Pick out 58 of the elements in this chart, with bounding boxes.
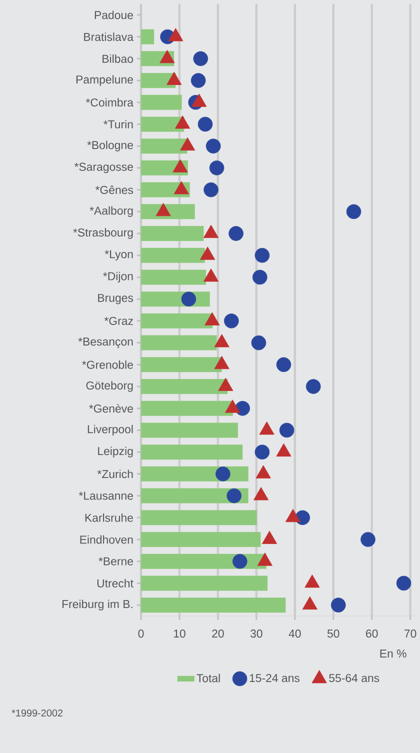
y-tick-label: Bruges	[98, 294, 134, 304]
bar	[141, 248, 205, 263]
x-tick-label: 10	[174, 630, 186, 638]
y-tick-label: *Grenoble	[82, 360, 133, 369]
x-tick-label: 50	[327, 630, 340, 638]
x-axis-title: En %	[380, 650, 406, 658]
bar	[141, 313, 213, 328]
y-tick-label: *Turin	[104, 120, 133, 128]
x-tick-label: 70	[404, 630, 416, 638]
text: *1999-2002	[12, 709, 63, 717]
y-tick-label: *Aalborg	[90, 206, 133, 217]
bar	[141, 532, 261, 548]
y-tick-label: *Lyon	[104, 250, 133, 260]
y-tick-label: *Strasbourg	[73, 228, 133, 239]
y-tick-label: *Zurich	[97, 470, 133, 478]
bar	[141, 226, 204, 241]
bar	[141, 576, 268, 591]
y-tick-label: Utrecht	[97, 579, 134, 588]
y-tick-label: Liverpool	[88, 424, 133, 436]
bar	[141, 270, 206, 285]
bar	[141, 379, 228, 394]
legend-label: Total	[196, 674, 220, 682]
y-tick-label: Bratislava	[84, 32, 134, 41]
y-tick-label: Pampelune	[76, 75, 133, 86]
y-tick-label: *Saragosse	[74, 162, 133, 174]
y-tick-label: *Dijon	[103, 272, 133, 283]
y-tick-label: *Graz	[104, 316, 133, 325]
y-tick-label: Padoue	[94, 10, 133, 20]
bar	[141, 444, 243, 460]
y-tick-label: Göteborg	[86, 381, 133, 392]
y-tick-label: *Gênes	[95, 186, 134, 194]
x-tick-label: 60	[366, 630, 378, 638]
bar	[141, 598, 286, 613]
x-tick-label: 20	[212, 630, 224, 638]
y-tick-label: Karlsruhe	[85, 513, 133, 522]
y-tick-label: Leipzig	[98, 446, 133, 458]
y-tick-label: *Lausanne	[78, 492, 133, 500]
y-tick-label: Bilbao	[102, 54, 133, 63]
y-tick-label: *Besançon	[78, 338, 133, 348]
bar	[141, 138, 188, 154]
y-tick-label: *Berne	[98, 557, 133, 566]
bar	[141, 422, 238, 438]
y-tick-label: Freiburg im B.	[62, 600, 132, 610]
legend-label: 55-64 ans	[329, 674, 380, 682]
y-tick-label: *Genève	[89, 404, 133, 413]
x-tick-label: 40	[288, 630, 301, 638]
y-tick-label: Eindhoven	[80, 535, 133, 544]
bar	[141, 94, 182, 110]
bar	[141, 357, 222, 372]
x-tick-label: 30	[250, 630, 262, 638]
bar	[141, 335, 217, 350]
bar	[141, 510, 257, 526]
y-tick-label: *Bologne	[87, 140, 133, 152]
bar	[141, 29, 154, 44]
x-tick-label: 0	[138, 630, 144, 638]
y-tick-label: *Coimbra	[86, 98, 134, 107]
legend-label: 15-24 ans	[250, 674, 300, 682]
bar	[141, 400, 233, 416]
